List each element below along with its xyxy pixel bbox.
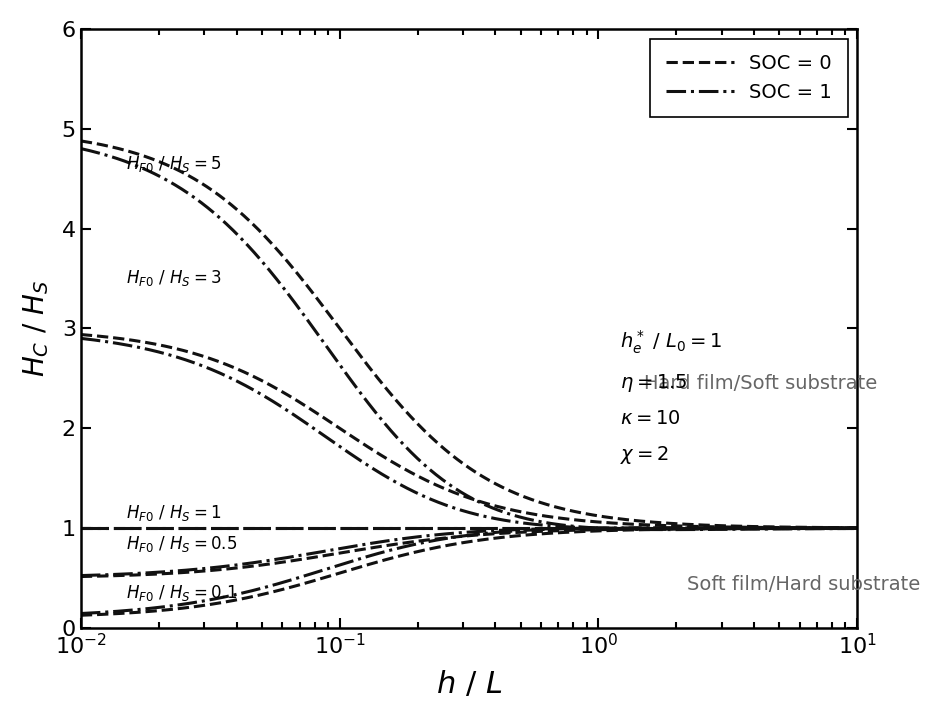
Text: $H_{F0}\ /\ H_S = 0.1$: $H_{F0}\ /\ H_S = 0.1$ <box>126 583 238 603</box>
Text: $H_{F0}\ /\ H_S = 0.5$: $H_{F0}\ /\ H_S = 0.5$ <box>126 534 238 554</box>
Text: $H_{F0}\ /\ H_S = 3$: $H_{F0}\ /\ H_S = 3$ <box>126 269 222 289</box>
Text: $H_{F0}\ /\ H_S = 5$: $H_{F0}\ /\ H_S = 5$ <box>126 153 221 174</box>
Legend: SOC = 0, SOC = 1: SOC = 0, SOC = 1 <box>650 39 847 117</box>
Y-axis label: $H_C\ /\ H_S$: $H_C\ /\ H_S$ <box>21 280 50 377</box>
Text: $H_{F0}\ /\ H_S = 1$: $H_{F0}\ /\ H_S = 1$ <box>126 503 222 523</box>
X-axis label: $h\ /\ L$: $h\ /\ L$ <box>436 669 503 699</box>
Text: Hard film/Soft substrate: Hard film/Soft substrate <box>644 374 877 393</box>
Text: Soft film/Hard substrate: Soft film/Hard substrate <box>687 575 921 593</box>
Text: $h_e^*\ /\ L_0 = 1$
$\eta = 1.5$
$\kappa = 10$
$\chi = 2$: $h_e^*\ /\ L_0 = 1$ $\eta = 1.5$ $\kappa… <box>620 328 723 466</box>
